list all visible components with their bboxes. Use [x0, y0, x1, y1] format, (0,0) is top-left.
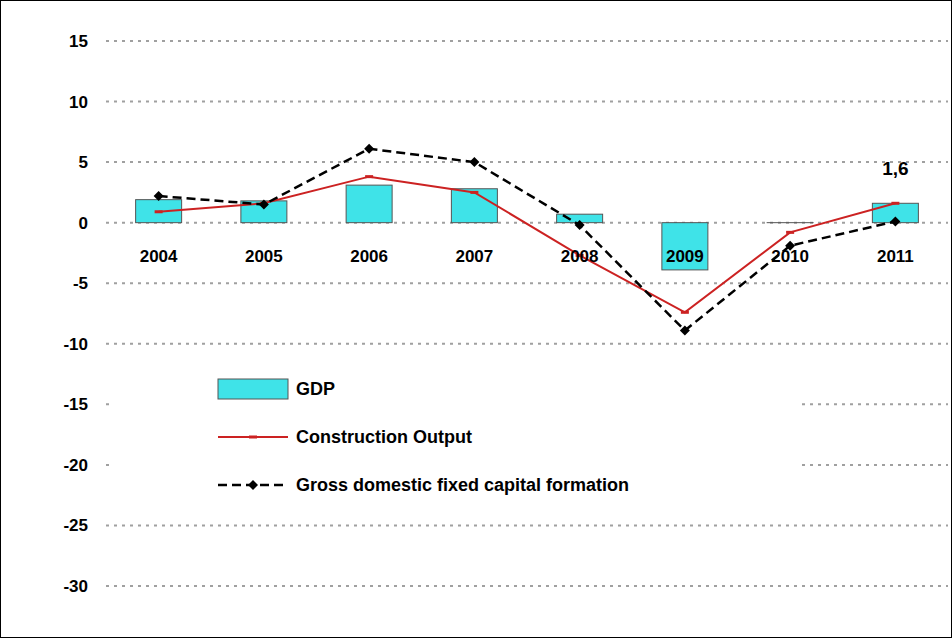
marker: [786, 231, 794, 234]
bar: [662, 223, 708, 270]
legend-label: Construction Output: [296, 427, 472, 447]
marker: [681, 311, 689, 314]
y-tick-label: -10: [63, 335, 88, 354]
data-label: 1,6: [882, 158, 908, 179]
grid-line: [106, 101, 948, 103]
marker: [891, 202, 899, 205]
y-tick-label: 15: [69, 32, 88, 51]
marker: [469, 157, 479, 167]
marker: [155, 210, 163, 213]
y-tick-label: 10: [69, 93, 88, 112]
grid: [106, 41, 948, 586]
legend-label: Gross domestic fixed capital formation: [296, 475, 629, 495]
marker: [575, 220, 585, 230]
x-tick-label: 2006: [350, 247, 388, 266]
legend-label: GDP: [296, 379, 335, 399]
legend-marker: [249, 436, 257, 439]
grid-line: [106, 40, 948, 42]
grid-line: [106, 343, 948, 345]
chart: -30 -25 -20 -15 -10 -5 0 5 10 15 2004 2005 2006 2007 2…: [0, 0, 952, 638]
y-tick-label: -20: [63, 456, 88, 475]
plot-area: [136, 144, 919, 336]
y-tick-label: 0: [79, 214, 88, 233]
y-tick-label: 5: [79, 153, 88, 172]
x-tick-label: 2008: [561, 247, 599, 266]
legend: GDP Construction Output Gross domestic fix…: [110, 366, 800, 500]
x-tick-label: 2011: [877, 247, 914, 266]
bar: [767, 222, 813, 223]
marker: [365, 175, 373, 178]
bar: [346, 185, 392, 223]
y-tick-label: -25: [63, 516, 88, 535]
marker: [890, 216, 900, 226]
grid-line: [106, 161, 948, 163]
x-tick-label: 2004: [140, 247, 178, 266]
marker: [470, 191, 478, 194]
marker: [680, 325, 690, 335]
x-tick-label: 2010: [771, 247, 809, 266]
legend-swatch: [218, 379, 288, 399]
grid-line: [106, 524, 948, 526]
y-tick-label: -30: [63, 577, 88, 596]
x-tick-label: 2007: [455, 247, 493, 266]
y-tick-label: -15: [63, 395, 88, 414]
marker: [364, 144, 374, 154]
line: [159, 177, 896, 313]
x-tick-label: 2009: [666, 247, 704, 266]
y-tick-label: -5: [73, 274, 88, 293]
bar: [451, 189, 497, 223]
grid-line: [106, 585, 948, 587]
frame: [1, 1, 952, 638]
legend-box: [110, 366, 800, 500]
marker: [154, 191, 164, 201]
legend-marker: [248, 480, 258, 490]
marker: [259, 200, 269, 210]
grid-line: [106, 282, 948, 284]
legend-swatch: [218, 436, 288, 438]
line: [159, 149, 896, 331]
x-tick-label: 2005: [245, 247, 283, 266]
